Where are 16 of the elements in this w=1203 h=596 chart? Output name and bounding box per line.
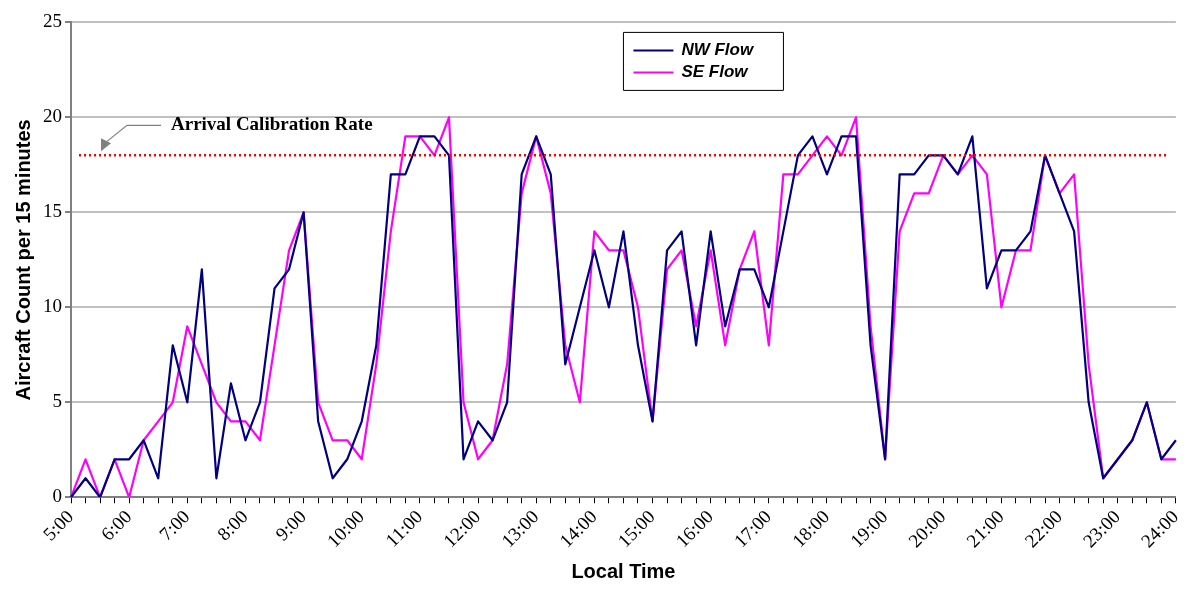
legend-label: SE Flow [681,62,750,82]
y-axis-title: Aircraft Count per 15 minutes [11,119,34,401]
x-tick-label: 9:00 [271,505,310,545]
y-tick-label: 5 [52,390,62,412]
x-tick-label: 6:00 [96,505,136,545]
y-tick-label: 10 [43,295,62,317]
y-tick-label: 0 [52,485,62,507]
ref-line-label: Arrival Calibration Rate [171,113,373,135]
x-axis-title: Local Time [571,559,676,582]
x-tick-label: 5:00 [38,505,78,545]
y-tick-label: 25 [43,10,62,32]
x-tick-label: 8:00 [213,505,252,545]
legend-label: NW Flow [681,40,755,60]
x-tick-label: 7:00 [154,505,194,545]
y-tick-label: 20 [43,105,62,127]
y-tick-label: 15 [43,200,62,222]
